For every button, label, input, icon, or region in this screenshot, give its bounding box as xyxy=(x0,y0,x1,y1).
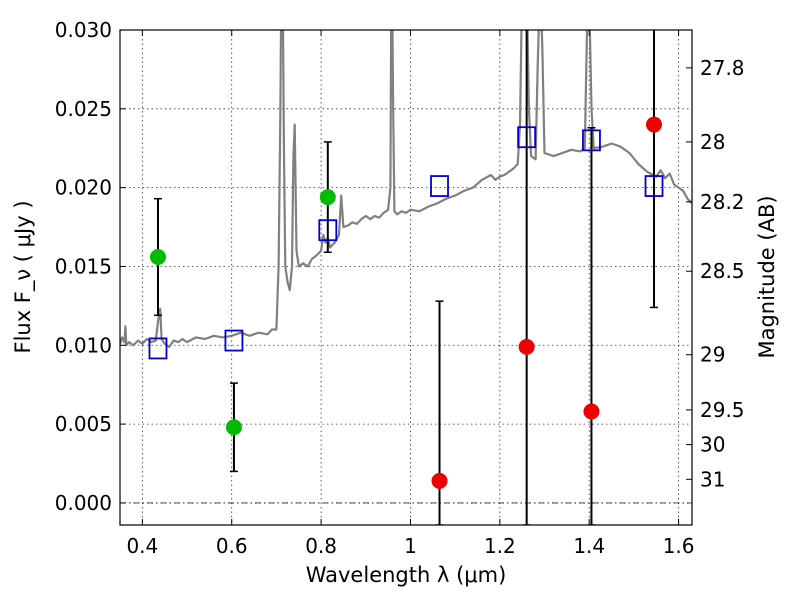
spectrum-line xyxy=(120,30,692,348)
model-point xyxy=(582,129,601,152)
right-tick-label: 29 xyxy=(700,343,725,367)
right-tick-label: 27.8 xyxy=(700,56,745,80)
model-point xyxy=(644,175,664,197)
data-point xyxy=(149,249,166,266)
x-tick-label: 0.4 xyxy=(126,534,158,558)
right-tick-label: 29.5 xyxy=(700,398,745,422)
y-tick-label: 0.005 xyxy=(55,412,112,436)
x-tick-label: 0.6 xyxy=(216,534,248,558)
right-tick-label: 30 xyxy=(700,433,725,457)
data-point xyxy=(518,338,535,355)
x-tick-label: 0.8 xyxy=(305,534,337,558)
y-tick-label: 0.000 xyxy=(55,491,112,515)
y-axis-ticks: 0.000 0.005 0.010 0.015 0.020 0.025 0.030 xyxy=(55,18,126,515)
right-tick-label: 28 xyxy=(700,130,725,154)
model-point xyxy=(517,126,537,149)
x-tick-label: 1.6 xyxy=(663,534,695,558)
y-tick-label: 0.015 xyxy=(55,254,112,278)
plot-frame xyxy=(119,29,693,526)
data-point xyxy=(431,472,448,489)
data-point xyxy=(646,116,663,133)
right-tick-label: 31 xyxy=(700,467,725,491)
x-axis-ticks: 0.4 0.6 0.8 1 1.2 1.4 1.6 xyxy=(126,30,695,558)
series-layer xyxy=(120,30,692,525)
right-axis-label: Magnitude (AB) xyxy=(755,195,779,358)
data-point xyxy=(319,189,336,206)
data-point xyxy=(583,403,600,420)
y-tick-label: 0.020 xyxy=(55,176,112,200)
x-tick-label: 1.2 xyxy=(484,534,516,558)
x-tick-label: 1 xyxy=(404,534,417,558)
y-tick-label: 0.025 xyxy=(55,97,112,121)
model-point xyxy=(318,219,338,242)
model-point xyxy=(430,175,449,197)
model-point xyxy=(148,337,168,360)
y-tick-label: 0.030 xyxy=(55,18,112,42)
data-point xyxy=(225,419,242,436)
right-tick-label: 28.2 xyxy=(700,190,745,214)
x-tick-label: 1.4 xyxy=(573,534,605,558)
right-tick-label: 28.5 xyxy=(700,259,745,283)
y-axis-label: Flux F_ν ( μJy ) xyxy=(11,200,36,353)
model-point xyxy=(224,329,244,352)
y-tick-label: 0.010 xyxy=(55,333,112,357)
x-axis-label: Wavelength λ (μm) xyxy=(306,563,507,587)
right-axis-ticks: 27.8 28 28.2 28.5 29 29.5 30 31 xyxy=(686,56,745,491)
